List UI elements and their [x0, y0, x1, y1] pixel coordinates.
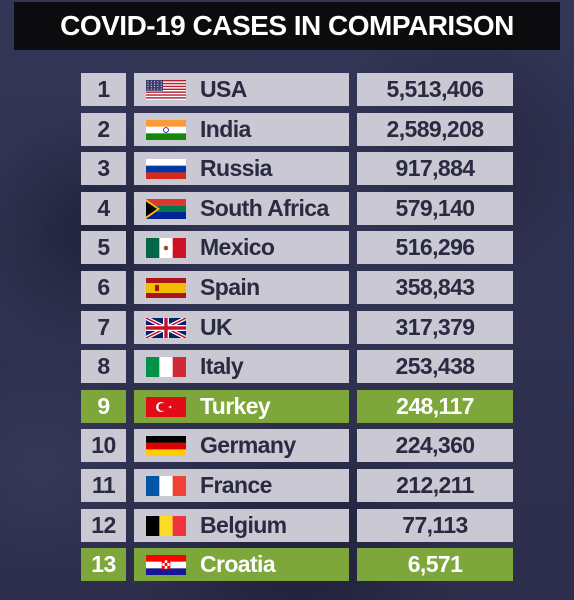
- cases-value: 579,140: [357, 191, 513, 225]
- country-cell: India: [134, 112, 349, 146]
- table-row: 12 Belgium 77,113: [0, 508, 574, 542]
- rank-cell: 7: [81, 310, 126, 344]
- table-row: 10 Germany 224,360: [0, 429, 574, 463]
- rank-cell: 4: [81, 191, 126, 225]
- country-name: Croatia: [200, 551, 276, 578]
- table-row: 3 Russia 917,884: [0, 152, 574, 186]
- rank-cell: 11: [81, 469, 126, 502]
- country-name: USA: [200, 76, 247, 102]
- rank-cell: 3: [81, 152, 126, 186]
- country-cell: Germany: [134, 429, 349, 463]
- rank-cell: 12: [81, 508, 126, 542]
- country-cell: Spain: [134, 271, 349, 304]
- country-name: Spain: [200, 274, 260, 300]
- rank-cell: 2: [81, 112, 126, 146]
- cases-value: 6,571: [357, 548, 513, 582]
- country-name: Russia: [200, 155, 272, 182]
- table-row: 9 Turkey 248,117: [0, 389, 574, 423]
- country-cell: France: [134, 469, 349, 502]
- rank-cell: 5: [81, 231, 126, 265]
- country-cell: Russia: [134, 152, 349, 186]
- cases-value: 212,211: [357, 469, 513, 502]
- table-row: 2 India 2,589,208: [0, 112, 574, 146]
- country-name: Italy: [200, 353, 244, 380]
- cases-value: 5,513,406: [357, 73, 513, 106]
- flag-mexico-icon: [146, 238, 186, 259]
- cases-value: 77,113: [357, 508, 513, 542]
- table-row: 7 UK 317,379: [0, 310, 574, 344]
- rank-cell: 9: [81, 389, 126, 423]
- rank-cell: 13: [81, 548, 126, 582]
- country-cell: UK: [134, 310, 349, 344]
- flag-usa-icon: [146, 80, 186, 100]
- table-row: 6 Spain 358,843: [0, 271, 574, 304]
- country-name: Germany: [200, 432, 296, 459]
- country-cell: Belgium: [134, 508, 349, 542]
- rank-cell: 1: [81, 73, 126, 106]
- flag-turkey-icon: [146, 396, 186, 417]
- country-cell: South Africa: [134, 191, 349, 225]
- flag-spain-icon: [146, 278, 186, 298]
- rank-cell: 8: [81, 350, 126, 384]
- cases-value: 2,589,208: [357, 112, 513, 146]
- flag-belgium-icon: [146, 515, 186, 536]
- cases-value: 317,379: [357, 310, 513, 344]
- page-title: COVID-19 CASES IN COMPARISON: [14, 2, 560, 50]
- country-cell: Italy: [134, 350, 349, 384]
- country-name: South Africa: [200, 194, 329, 221]
- rank-cell: 10: [81, 429, 126, 463]
- flag-india-icon: [146, 119, 186, 140]
- flag-germany-icon: [146, 436, 186, 457]
- flag-south-africa-icon: [146, 198, 186, 219]
- table-row: 8 Italy 253,438: [0, 350, 574, 384]
- country-cell: Mexico: [134, 231, 349, 265]
- cases-value: 248,117: [357, 389, 513, 423]
- country-name: UK: [200, 313, 233, 340]
- flag-italy-icon: [146, 357, 186, 378]
- cases-value: 358,843: [357, 271, 513, 304]
- cases-value: 516,296: [357, 231, 513, 265]
- table-row: 5 Mexico 516,296: [0, 231, 574, 265]
- country-cell: Turkey: [134, 389, 349, 423]
- rank-cell: 6: [81, 271, 126, 304]
- table-row: 11 France 212,211: [0, 469, 574, 502]
- cases-value: 253,438: [357, 350, 513, 384]
- table-row: 13 Croatia 6,571: [0, 548, 574, 582]
- country-cell: USA: [134, 73, 349, 106]
- cases-value: 224,360: [357, 429, 513, 463]
- flag-uk-icon: [146, 317, 186, 338]
- country-name: Turkey: [200, 392, 271, 419]
- country-name: France: [200, 472, 272, 498]
- table-row: 4 South Africa 579,140: [0, 191, 574, 225]
- flag-france-icon: [146, 476, 186, 496]
- flag-croatia-icon: [146, 555, 186, 576]
- country-name: Belgium: [200, 511, 287, 538]
- flag-russia-icon: [146, 159, 186, 180]
- country-cell: Croatia: [134, 548, 349, 582]
- country-name: Mexico: [200, 234, 275, 261]
- table-row: 1 USA 5,513,406: [0, 73, 574, 106]
- cases-value: 917,884: [357, 152, 513, 186]
- country-name: India: [200, 115, 251, 142]
